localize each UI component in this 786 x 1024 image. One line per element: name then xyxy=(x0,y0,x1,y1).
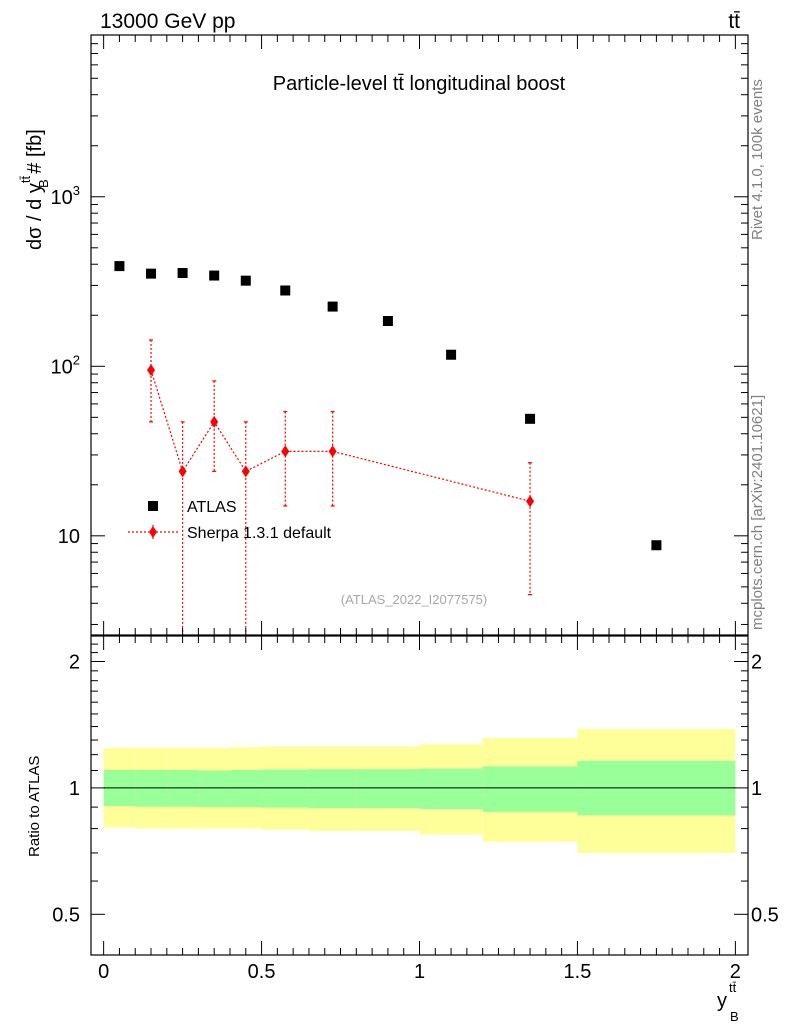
ratio-y-tick-label-right: 2 xyxy=(751,651,762,673)
y-tick-label-exponent: 3 xyxy=(73,183,80,198)
sherpa-point xyxy=(526,495,535,508)
x-label-subscript: B xyxy=(730,1009,739,1024)
source-label: mcplots.cern.ch [arXiv:2401.10621] xyxy=(749,395,766,630)
main-frame xyxy=(90,34,749,636)
main-plot-area xyxy=(114,261,662,635)
sherpa-point xyxy=(178,465,187,478)
y-label-superscript: tt̄ xyxy=(18,176,33,184)
x-tick-label: 2 xyxy=(730,961,741,983)
ratio-bands xyxy=(103,729,736,853)
collision-label: 13000 GeV pp xyxy=(100,10,235,33)
y-tick-label: 102 xyxy=(51,352,80,378)
ratio-band-1sigma xyxy=(419,768,483,810)
sherpa-point xyxy=(147,364,156,377)
atlas-point xyxy=(280,285,291,296)
x-tick-label: 0 xyxy=(98,961,109,983)
y-tick-label-exponent: 2 xyxy=(73,352,80,367)
analysis-watermark: (ATLAS_2022_I2077575) xyxy=(341,592,487,607)
y-tick-label: 10 xyxy=(58,526,80,548)
atlas-point xyxy=(209,270,220,281)
atlas-point xyxy=(114,261,125,272)
ratio-band-1sigma xyxy=(229,770,262,808)
main-series-group xyxy=(114,261,662,635)
y-label-main: dσ / d y xyxy=(24,183,46,250)
y-tick-label: 103 xyxy=(51,183,80,209)
atlas-point xyxy=(146,268,157,279)
chart-title: Particle-level tt̄ longitudinal boost xyxy=(273,73,566,95)
atlas-point xyxy=(327,301,338,312)
ratio-band-1sigma xyxy=(356,769,420,809)
y-tick-label-base: 10 xyxy=(51,356,73,378)
legend-sherpa-label: Sherpa 1.3.1 default xyxy=(187,525,332,542)
legend-atlas-label: ATLAS xyxy=(187,499,237,516)
x-tick-label: 1 xyxy=(414,961,425,983)
ratio-y-tick-label-right: 1 xyxy=(751,778,762,800)
process-label: tt̄ xyxy=(728,10,740,33)
main-y-axis-label: dσ / d ytt̄ B # [fb] xyxy=(18,129,51,250)
x-label-superscript-tt: tt̄ xyxy=(729,980,737,995)
x-axis-label: y xyxy=(717,990,727,1012)
y-tick-label-base: 10 xyxy=(51,187,73,209)
y-label-tail: # [fb] xyxy=(24,129,46,179)
atlas-point xyxy=(446,349,457,360)
sherpa-point xyxy=(281,445,290,458)
atlas-point xyxy=(177,268,188,279)
x-label-main: y xyxy=(717,990,727,1012)
sherpa-point xyxy=(241,465,250,478)
y-label-subscript: B xyxy=(36,179,51,188)
atlas-point xyxy=(651,540,662,551)
atlas-point xyxy=(382,316,393,327)
ratio-y-tick-label-left: 1 xyxy=(69,778,80,800)
x-tick-label: 0.5 xyxy=(248,961,276,983)
x-tick-label: 1.5 xyxy=(564,961,592,983)
rivet-version-label: Rivet 4.1.0, 100k events xyxy=(749,79,766,240)
ratio-y-axis-label: Ratio to ATLAS xyxy=(26,756,43,857)
legend: ATLAS Sherpa 1.3.1 default xyxy=(128,499,332,542)
ratio-band-1sigma xyxy=(261,769,309,808)
atlas-point xyxy=(240,275,251,286)
sherpa-point xyxy=(328,445,337,458)
atlas-point xyxy=(525,413,536,424)
ratio-y-tick-label-left: 2 xyxy=(69,651,80,673)
ratio-band-1sigma xyxy=(308,769,357,809)
ratio-y-tick-label-left: 0.5 xyxy=(52,904,80,926)
sherpa-line xyxy=(150,369,531,502)
ratio-band-1sigma xyxy=(482,766,578,812)
ratio-y-tick-label-right: 0.5 xyxy=(751,904,779,926)
legend-sherpa-marker xyxy=(149,526,157,538)
ratio-band-1sigma xyxy=(198,770,230,808)
sherpa-point xyxy=(210,415,219,428)
legend-atlas-marker xyxy=(148,501,158,511)
